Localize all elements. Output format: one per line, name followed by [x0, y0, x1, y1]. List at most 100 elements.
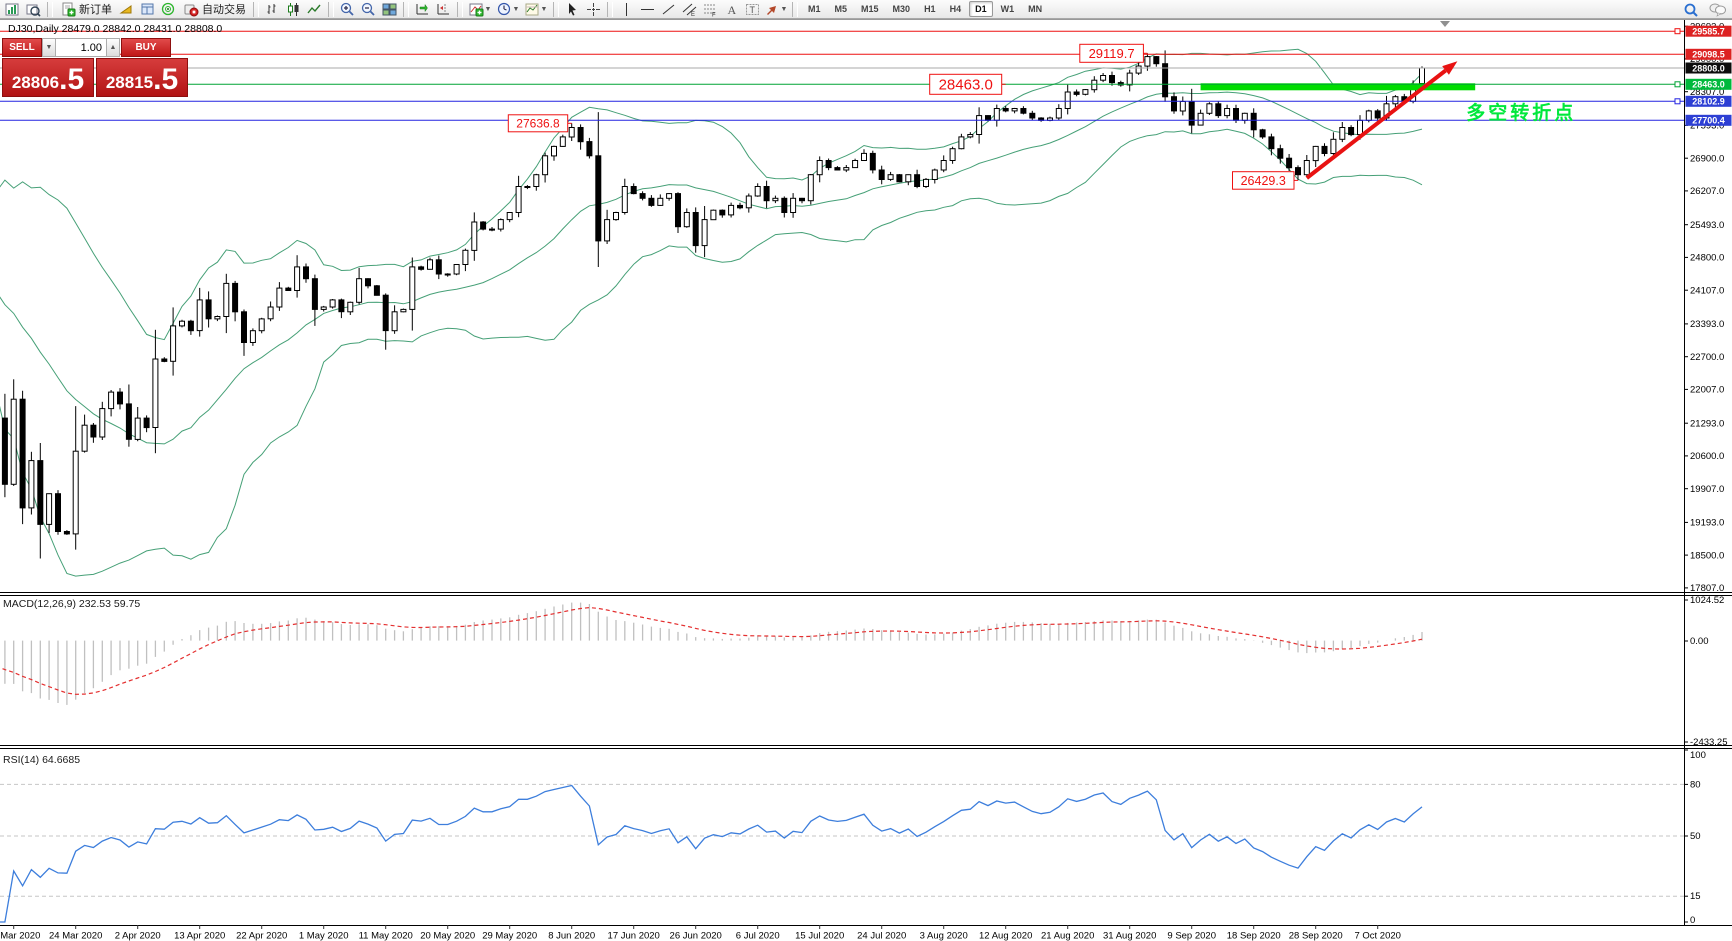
chat-icon[interactable] [1707, 1, 1728, 18]
timeframe-m15[interactable]: M15 [861, 4, 879, 14]
fibonacci-icon[interactable]: F [700, 1, 721, 18]
price-badge [1685, 95, 1732, 107]
last-bar-marker[interactable] [1440, 21, 1450, 27]
svg-text:29098.5: 29098.5 [1692, 50, 1725, 60]
toolbar-separator [553, 1, 559, 17]
line-handle [1674, 98, 1681, 105]
chart-candles-icon[interactable] [283, 1, 304, 18]
buy-button[interactable]: BUY [121, 38, 171, 57]
timeframe-mn[interactable]: MN [1028, 4, 1043, 14]
sell-button[interactable]: SELL [2, 38, 42, 57]
chart-profiles-icon[interactable] [23, 1, 44, 18]
annotations[interactable]: 29119.7 28463.0 27636.8 26429.3 多空转折点 [507, 43, 1576, 190]
line-handle [1674, 81, 1681, 88]
macd-label: MACD(12,26,9) 232.53 59.75 [3, 598, 140, 610]
rsi-label: RSI(14) 64.6685 [3, 754, 80, 766]
chart-shift-icon[interactable] [433, 1, 454, 18]
market-watch-icon[interactable] [116, 1, 137, 18]
chevron-up-icon: ▲ [109, 44, 117, 51]
svg-text:22007.0: 22007.0 [1690, 385, 1724, 396]
macd-signal-line [0, 606, 1423, 695]
timeframe-h1[interactable]: H1 [924, 4, 936, 14]
chart-line-icon[interactable] [304, 1, 325, 18]
volume-input[interactable] [56, 38, 106, 57]
svg-text:21 Aug 2020: 21 Aug 2020 [1041, 931, 1094, 941]
timeframe-m5[interactable]: M5 [834, 4, 848, 14]
svg-text:20600.0: 20600.0 [1690, 451, 1724, 462]
toolbar-separator [253, 1, 259, 17]
cursor-icon[interactable] [562, 1, 583, 18]
price-label-box [1232, 171, 1295, 190]
autotrading-button[interactable]: 自动交易 [179, 1, 250, 18]
navigator-icon[interactable] [158, 1, 179, 18]
toolbar-separator [607, 1, 613, 17]
data-window-icon[interactable] [137, 1, 158, 18]
svg-text:18500.0: 18500.0 [1690, 550, 1724, 561]
svg-text:50: 50 [1690, 831, 1701, 842]
text-label-icon[interactable]: T [742, 1, 763, 18]
tile-windows-icon[interactable] [379, 1, 400, 18]
rsi-line [0, 784, 1423, 923]
crosshair-icon[interactable] [583, 1, 604, 18]
sell-price-button[interactable]: 28806.5 [2, 58, 94, 97]
svg-text:27593.0: 27593.0 [1690, 121, 1724, 132]
price-label-text: 29119.7 [1089, 46, 1135, 61]
svg-text:28 Sep 2020: 28 Sep 2020 [1289, 931, 1343, 941]
svg-text:2 Apr 2020: 2 Apr 2020 [115, 931, 161, 941]
shapes-button[interactable]: ▼ [763, 1, 789, 18]
svg-text:19907.0: 19907.0 [1690, 484, 1724, 495]
svg-text:24107.0: 24107.0 [1690, 285, 1724, 296]
svg-text:26207.0: 26207.0 [1690, 186, 1724, 197]
timeframe-d1[interactable]: D1 [969, 1, 993, 17]
price-label-text: 27636.8 [516, 117, 560, 131]
support-band[interactable] [1200, 83, 1476, 91]
equidistant-channel-icon[interactable]: E [679, 1, 700, 18]
svg-text:17807.0: 17807.0 [1690, 583, 1724, 594]
svg-text:31 Aug 2020: 31 Aug 2020 [1103, 931, 1156, 941]
horizontal-line-icon[interactable] [637, 1, 658, 18]
autotrading-label: 自动交易 [202, 4, 246, 16]
timeframe-w1[interactable]: W1 [1000, 4, 1015, 14]
timeframe-m1[interactable]: M1 [808, 4, 821, 14]
price-badge [1685, 78, 1732, 90]
timeframe-m30[interactable]: M30 [892, 4, 911, 14]
svg-text:1 May 2020: 1 May 2020 [299, 931, 349, 941]
volume-increase-button[interactable]: ▲ [106, 38, 120, 57]
trend-arrow-head [1442, 61, 1458, 75]
timeframe-h4[interactable]: H4 [949, 4, 962, 14]
text-icon[interactable]: A [721, 1, 742, 18]
svg-text:15: 15 [1690, 891, 1701, 902]
price-label-box [507, 114, 569, 133]
svg-text:26 Jun 2020: 26 Jun 2020 [670, 931, 722, 941]
new-chart-icon[interactable] [2, 1, 23, 18]
vertical-line-icon[interactable] [616, 1, 637, 18]
templates-button[interactable]: ▼ [522, 1, 550, 18]
svg-text:T: T [750, 5, 756, 15]
price-label-text: 26429.3 [1241, 174, 1286, 188]
price-axis-badges[interactable]: 29585.7 29098.5 28808.0 28463.0 28102.9 27700… [1685, 25, 1732, 126]
indicators-button[interactable]: ▼ [466, 1, 494, 18]
date-axis: 13 Mar 2020 24 Mar 2020 2 Apr 2020 13 Apr 2… [0, 925, 1401, 941]
new-order-button[interactable]: 新订单 [56, 1, 116, 18]
svg-text:0: 0 [1690, 915, 1695, 926]
svg-text:18 Sep 2020: 18 Sep 2020 [1227, 931, 1281, 941]
buy-price-int: 28815 [105, 73, 154, 92]
autotrading-icon [183, 1, 199, 18]
chart-bars-icon[interactable] [262, 1, 283, 18]
svg-text:6 Jul 2020: 6 Jul 2020 [736, 931, 780, 941]
auto-scroll-icon[interactable] [412, 1, 433, 18]
volume-decrease-button[interactable]: ▼ [42, 38, 56, 57]
panel-frame [0, 19, 1732, 926]
one-click-trading-panel: SELL ▼ ▲ BUY 28806.5 28815.5 [2, 38, 192, 97]
svg-text:100: 100 [1690, 750, 1706, 761]
trendline-icon[interactable] [658, 1, 679, 18]
svg-text:24 Mar 2020: 24 Mar 2020 [49, 931, 102, 941]
buy-price-button[interactable]: 28815.5 [96, 58, 188, 97]
svg-text:3 Aug 2020: 3 Aug 2020 [920, 931, 968, 941]
svg-text:80: 80 [1690, 779, 1701, 790]
zoom-out-icon[interactable] [358, 1, 379, 18]
search-icon[interactable] [1680, 1, 1701, 18]
periods-button[interactable]: ▼ [494, 1, 522, 18]
zoom-in-icon[interactable] [337, 1, 358, 18]
